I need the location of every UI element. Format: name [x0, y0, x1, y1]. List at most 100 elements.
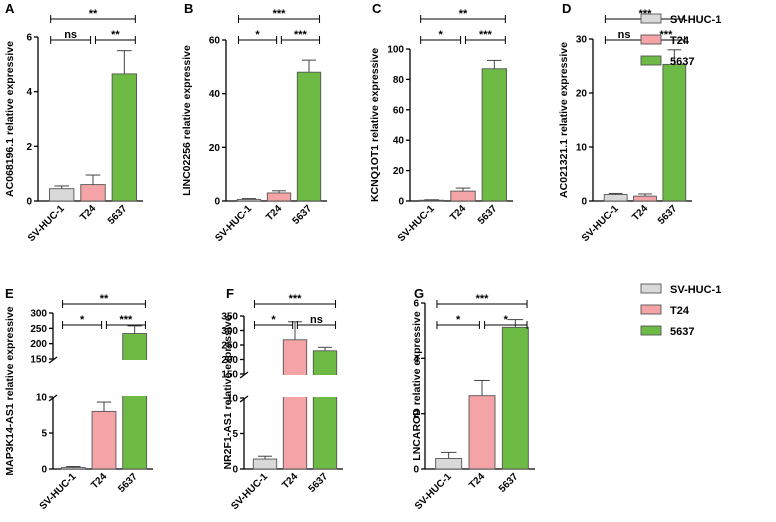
x-category-label: 5637 [291, 203, 315, 227]
y-axis-label: MAP3K14-AS1 relative expressive [4, 306, 16, 475]
bar-5637 [296, 71, 322, 202]
panel-g: G 0 2 4 6 SV-HUC-1 T24 5637 LNCAROD relative exp… [411, 286, 535, 512]
significance-label: *** [479, 29, 493, 41]
legend-swatch-sv-huc-1 [640, 283, 662, 294]
y-axis-label: LNCAROD relative expressive [411, 311, 423, 461]
bar-5637 [111, 73, 138, 202]
y-tick-label: 20 [393, 166, 405, 177]
significance-label: ** [89, 8, 98, 20]
legend-swatch-5637 [640, 55, 662, 66]
bar-break-gap [282, 375, 308, 397]
significance-label: *** [660, 29, 674, 41]
x-category-label: T24 [264, 203, 284, 223]
bar-break-gap [312, 375, 338, 397]
bar-break-gap [121, 360, 148, 396]
legend-label: SV-HUC-1 [670, 284, 721, 296]
x-category-label: SV-HUC-1 [229, 471, 270, 512]
y-tick-label: 300 [30, 309, 47, 320]
y-tick-label: 5 [41, 429, 47, 440]
panel-letter: E [5, 286, 14, 301]
panel-f: F 0 5 10 150 200 250 300 350 SV-HUC-1 T24 5637 NR2F1… [221, 286, 343, 512]
legend-label: T24 [670, 305, 690, 317]
bar-t24 [633, 195, 657, 202]
panel-letter: F [226, 286, 234, 301]
bar-5637 [501, 326, 529, 470]
significance-label: ** [100, 293, 109, 305]
y-tick-label: 6 [413, 299, 419, 310]
x-category-label: T24 [78, 203, 98, 223]
x-category-label: SV-HUC-1 [580, 203, 621, 244]
x-category-label: 5637 [116, 471, 140, 495]
legend-label: 5637 [670, 326, 694, 338]
significance-label: * [504, 314, 509, 326]
y-tick-label: 150 [221, 370, 238, 381]
axis-break-mark [239, 395, 249, 403]
bar-t24 [282, 339, 308, 470]
x-category-label: SV-HUC-1 [26, 203, 67, 244]
bar-sv-huc-1 [252, 458, 278, 470]
y-axis-label: KCNQ1OT1 relative expressive [369, 48, 381, 202]
bar-sv-huc-1 [435, 458, 463, 470]
panel-letter: A [5, 1, 15, 16]
legend-bottom: SV-HUC-1 T24 5637 [640, 283, 721, 338]
panel-letter: G [414, 286, 424, 301]
bar-sv-huc-1 [60, 467, 86, 470]
y-tick-label: 0 [413, 465, 419, 476]
significance-label: ** [111, 29, 120, 41]
axis-break-mark [48, 394, 58, 402]
significance-label: * [255, 29, 260, 41]
legend-swatch-t24 [640, 34, 662, 45]
y-tick-label: 40 [393, 136, 405, 147]
y-axis-label: AC021321.1 relative expressive [558, 42, 570, 198]
y-tick-label: 200 [30, 339, 47, 350]
bar-t24 [266, 192, 292, 202]
significance-label: ns [618, 29, 631, 41]
y-tick-label: 100 [387, 45, 404, 56]
axis-break-mark [48, 356, 58, 364]
panel-letter: C [372, 1, 382, 16]
x-category-label: T24 [280, 471, 300, 491]
y-tick-label: 60 [209, 36, 221, 47]
y-tick-label: 80 [393, 75, 405, 86]
x-category-label: 5637 [497, 471, 521, 495]
bar-t24 [450, 190, 476, 202]
x-category-label: T24 [448, 203, 468, 223]
y-tick-label: 10 [227, 394, 239, 405]
legend-swatch-sv-huc-1 [640, 13, 662, 24]
y-tick-label: 2 [26, 142, 32, 153]
significance-label: *** [294, 29, 308, 41]
bar-t24 [468, 395, 496, 470]
y-tick-label: 4 [413, 354, 419, 365]
y-tick-label: 250 [221, 341, 238, 352]
bar-sv-huc-1 [236, 198, 262, 202]
bar-t24 [91, 410, 117, 470]
panel-c: C 0 20 40 60 80 100 SV-HUC-1 T24 5637 KCNQ1OT1 rel… [369, 1, 513, 244]
y-tick-label: 0 [26, 197, 32, 208]
significance-label: * [271, 314, 276, 326]
x-category-label: T24 [467, 471, 487, 491]
y-tick-label: 10 [576, 143, 588, 154]
significance-label: ns [310, 314, 323, 326]
legend-swatch-t24 [640, 304, 662, 315]
panel-letter: B [184, 1, 193, 16]
y-tick-label: 40 [209, 89, 221, 100]
y-tick-label: 20 [209, 143, 221, 154]
x-category-label: T24 [630, 203, 650, 223]
bar-sv-huc-1 [418, 199, 445, 202]
panel-b: B 0 20 40 60 SV-HUC-1 T24 5637 LINC02256 relativ… [181, 1, 327, 244]
y-tick-label: 300 [221, 326, 238, 337]
panel-a: A 0 2 4 6 SV-HUC-1 T24 5637 AC068196.1 relative … [4, 1, 143, 244]
y-tick-label: 4 [26, 87, 32, 98]
y-tick-label: 0 [41, 465, 47, 476]
bar-sv-huc-1 [603, 194, 628, 202]
x-category-label: SV-HUC-1 [413, 471, 454, 512]
y-tick-label: 6 [26, 33, 32, 44]
axis-break-mark [239, 371, 249, 379]
legend-label: SV-HUC-1 [670, 14, 721, 26]
y-axis-label: AC068196.1 relative expressive [4, 41, 16, 197]
x-category-label: SV-HUC-1 [213, 203, 254, 244]
x-category-label: 5637 [307, 471, 331, 495]
y-tick-label: 200 [221, 355, 238, 366]
y-tick-label: 2 [413, 409, 419, 420]
